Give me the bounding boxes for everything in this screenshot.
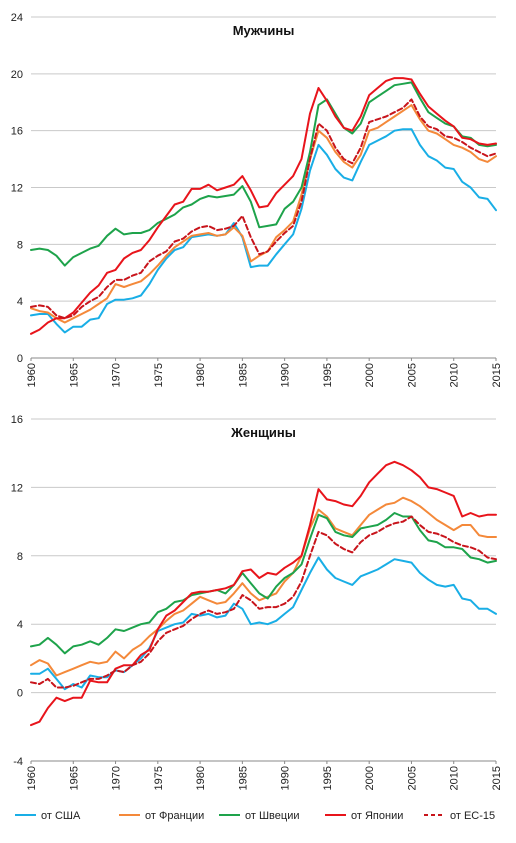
men-chart-panel: 0 4 8 12 16 20 24 1960 1965 1970 1975 1980 1985 1990 1…	[11, 12, 503, 387]
women-x-tick-label: 2015	[491, 766, 503, 790]
legend-label-eu15: от ЕС-15	[450, 810, 495, 822]
men-y-tick-label: 16	[11, 126, 23, 138]
women-x-tick-label: 2005	[406, 766, 418, 790]
men-series-line-japan	[30, 77, 497, 335]
women-x-tick-label: 1960	[26, 766, 38, 790]
women-series-line-eu15	[30, 515, 497, 689]
women-y-tick-label: -4	[13, 756, 23, 768]
men-x-tick-label: 1990	[280, 363, 292, 387]
women-chart-title: Женщины	[230, 425, 296, 440]
men-y-tick-label: 12	[11, 183, 23, 195]
men-x-tick-label: 1995	[322, 363, 334, 387]
legend-item-japan: от Японии	[325, 810, 403, 822]
men-x-tick-label: 1975	[153, 363, 165, 387]
women-series-line-france	[30, 496, 497, 677]
women-y-tick-label: 8	[17, 551, 23, 563]
women-x-tick-label: 1985	[237, 766, 249, 790]
men-series-line-eu15	[30, 98, 497, 320]
women-y-tick-label: 16	[11, 414, 23, 426]
men-x-tick-label: 2010	[449, 363, 461, 387]
legend-item-usa: от США	[15, 810, 81, 822]
women-x-tick-label: 2000	[364, 766, 376, 790]
men-series-line-sweden	[30, 81, 497, 267]
women-x-tick-label: 1990	[280, 766, 292, 790]
legend-label-france: от Франции	[145, 810, 204, 822]
women-x-tick-label: 1980	[195, 766, 207, 790]
legend-item-sweden: от Швеции	[219, 810, 299, 822]
men-y-tick-label: 20	[11, 69, 23, 81]
women-y-tick-label: 12	[11, 482, 23, 494]
women-x-tick-label: 1970	[111, 766, 123, 790]
men-y-tick-label: 24	[11, 12, 23, 24]
legend-item-eu15: от ЕС-15	[424, 810, 495, 822]
women-x-tick-label: 1975	[153, 766, 165, 790]
legend-label-sweden: от Швеции	[245, 810, 299, 822]
women-series-line-usa	[30, 556, 497, 691]
chart-legend: от США от Франции от Швеции от Японии от ЕС-…	[15, 810, 495, 822]
men-x-tick-label: 2005	[406, 363, 418, 387]
men-x-tick-label: 1965	[68, 363, 80, 387]
women-x-tick-label: 1965	[68, 766, 80, 790]
men-y-tick-label: 8	[17, 239, 23, 251]
men-series-line-usa	[30, 128, 497, 334]
legend-label-japan: от Японии	[351, 810, 403, 822]
men-chart-title: Мужчины	[233, 23, 295, 38]
men-x-tick-label: 2015	[491, 363, 503, 387]
women-y-tick-label: 0	[17, 688, 23, 700]
women-y-tick-label: 4	[17, 619, 23, 631]
men-series-line-france	[30, 104, 497, 324]
men-y-tick-label: 0	[17, 353, 23, 365]
men-x-tick-label: 1970	[111, 363, 123, 387]
women-chart-panel: -4 0 4 8 12 16 1960 1965 1970 1975 1980 1985 1990 199…	[11, 414, 503, 790]
men-x-tick-label: 1985	[237, 363, 249, 387]
men-x-tick-label: 1980	[195, 363, 207, 387]
men-x-tick-label: 1960	[26, 363, 38, 387]
women-x-tick-label: 2010	[449, 766, 461, 790]
men-y-tick-label: 4	[17, 296, 23, 308]
women-x-tick-label: 1995	[322, 766, 334, 790]
women-series-line-sweden	[30, 512, 497, 655]
women-series-line-japan	[30, 460, 497, 727]
legend-label-usa: от США	[41, 810, 81, 822]
men-x-tick-label: 2000	[364, 363, 376, 387]
legend-item-france: от Франции	[119, 810, 204, 822]
